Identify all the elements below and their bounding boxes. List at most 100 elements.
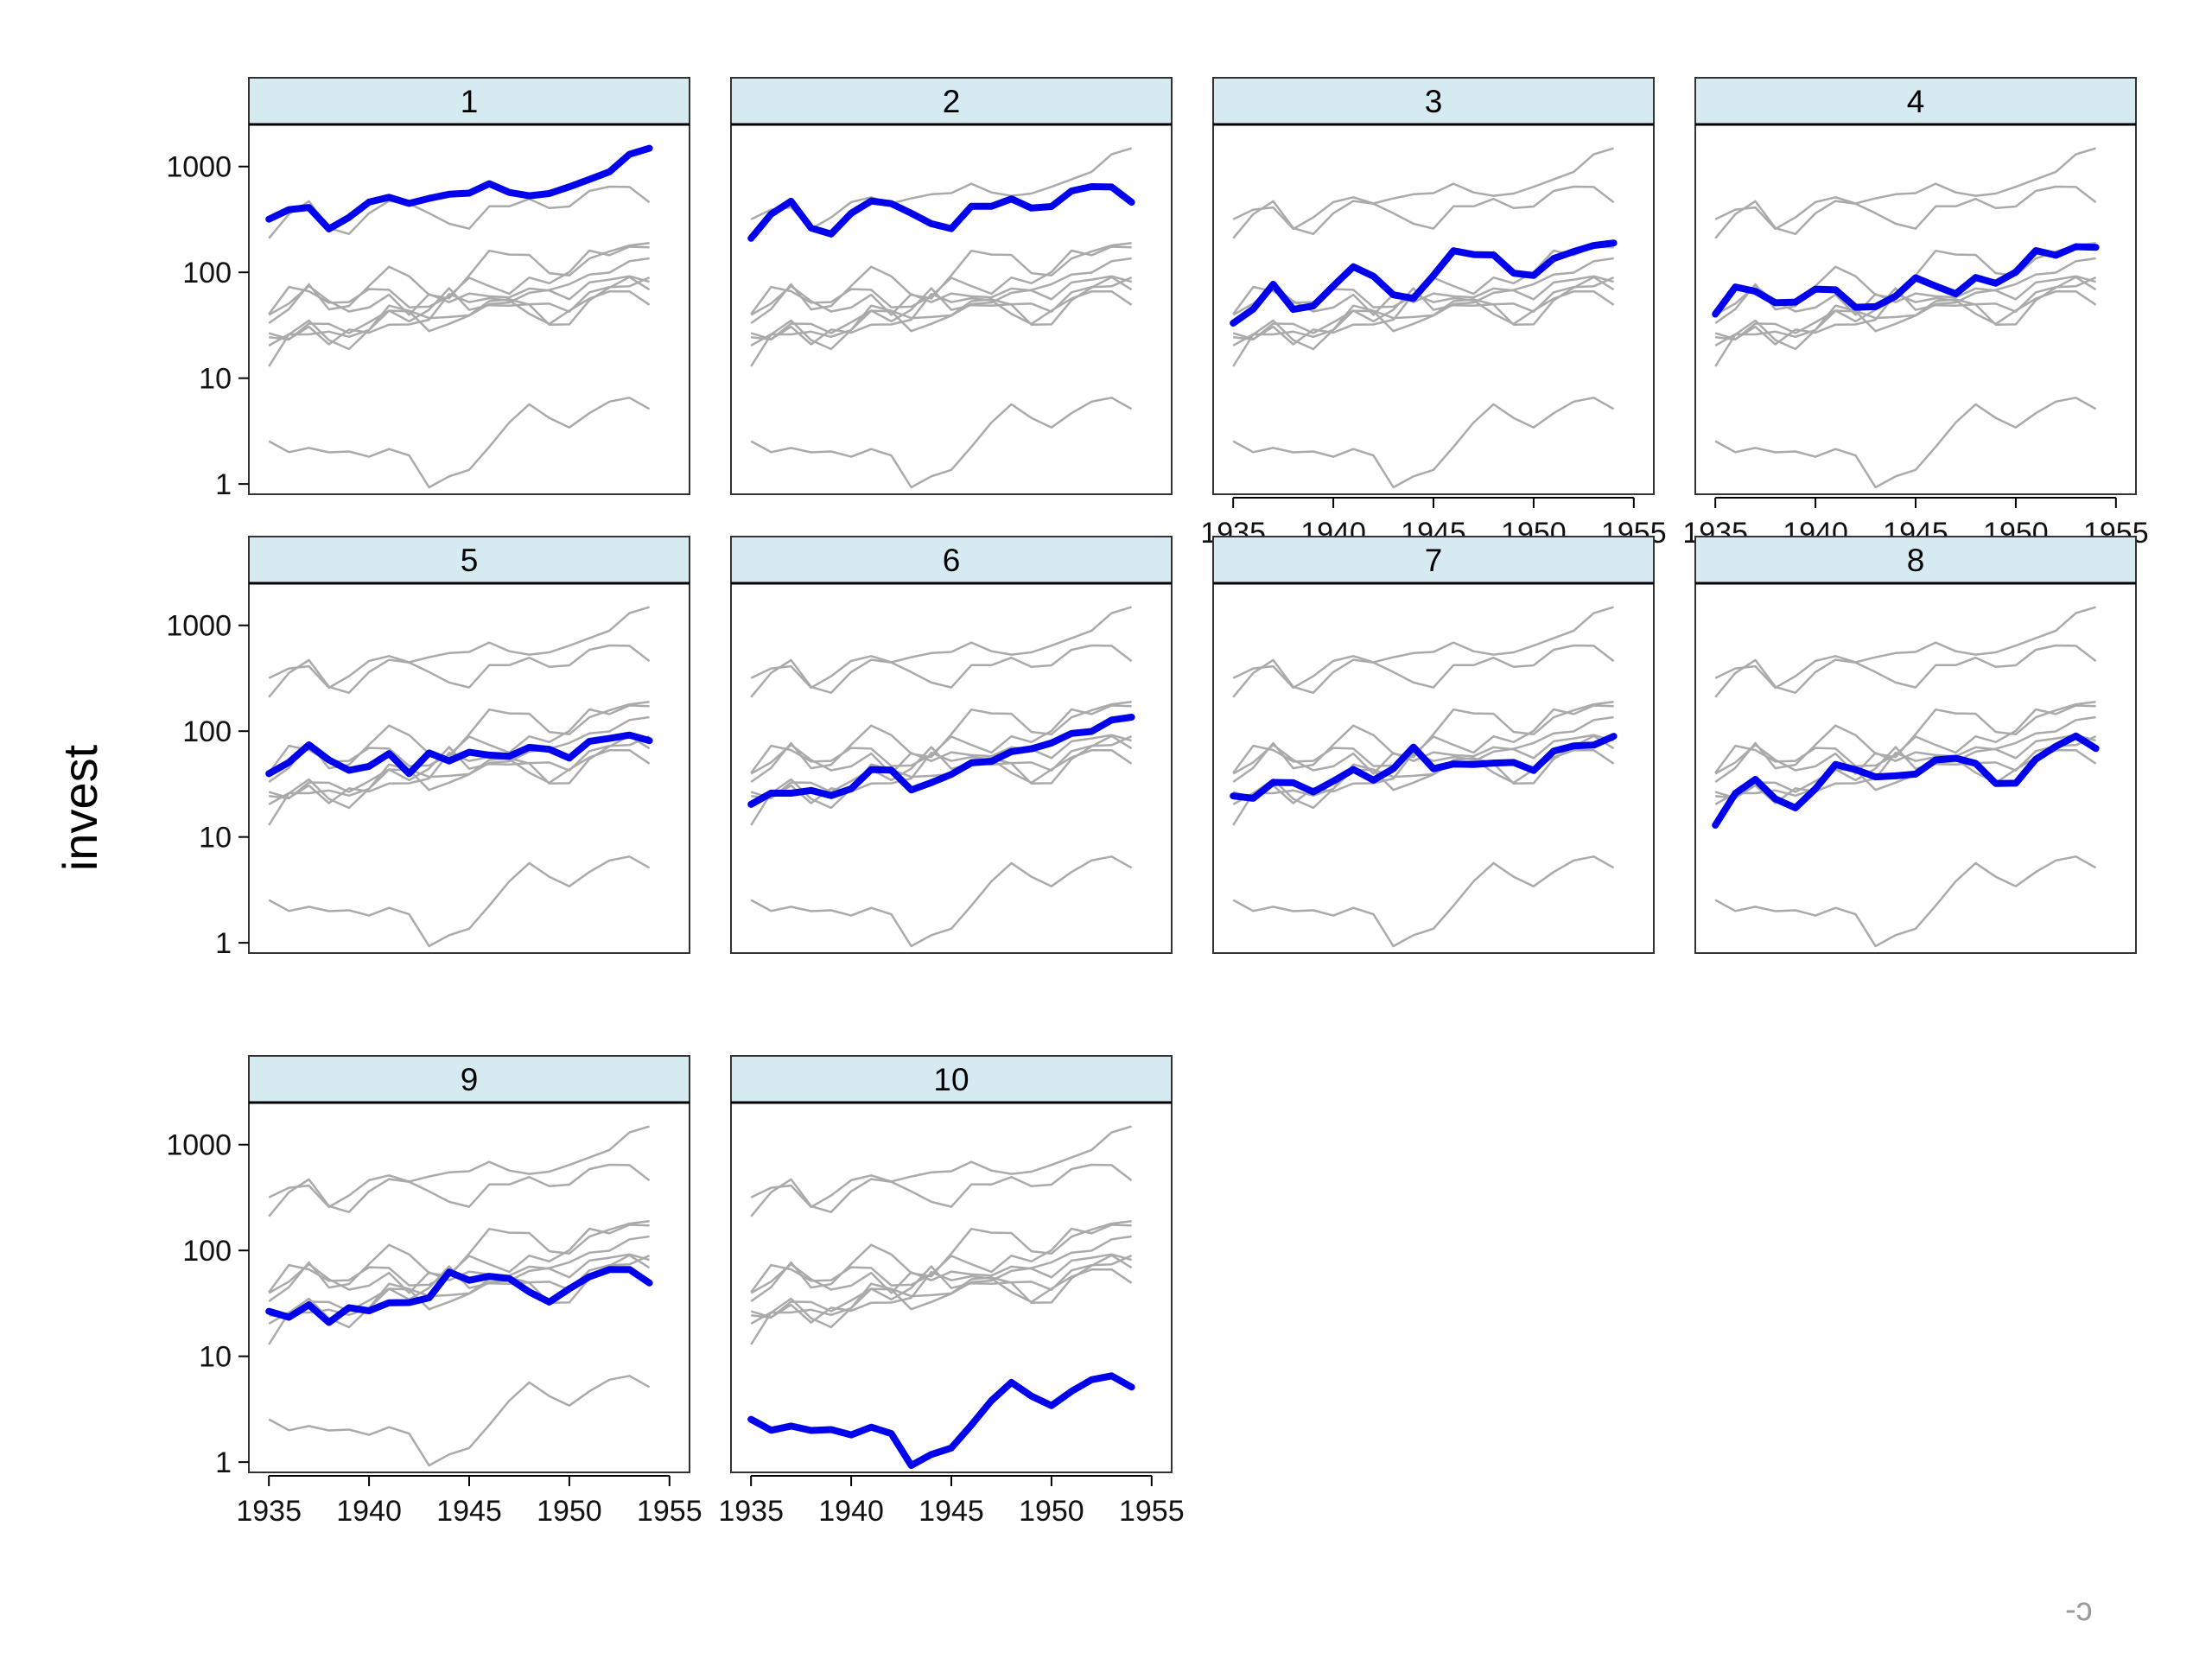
series-line-8-highlight: [1712, 732, 2100, 829]
series-line-6-background: [268, 257, 650, 346]
x-tick-label: 1940: [818, 1495, 884, 1528]
x-tick-label: 1935: [236, 1495, 302, 1528]
series-line-6-background: [1232, 715, 1614, 805]
y-tick-label: 1: [215, 1446, 232, 1479]
x-tick-label: 1955: [637, 1495, 702, 1528]
series-line-5-highlight: [265, 731, 653, 778]
series-line-2-background: [1232, 185, 1615, 239]
y-tick-label: 1000: [166, 610, 232, 643]
x-tick-label: 1955: [1119, 1495, 1185, 1528]
y-tick-label: 10: [199, 363, 232, 396]
series-line-10-background: [1232, 397, 1615, 489]
series-line-6-background: [268, 1235, 650, 1325]
series-line-1-background: [1714, 606, 2096, 690]
series-line-6-background: [750, 1235, 1132, 1325]
series-line-10-background: [1232, 855, 1615, 948]
panel-2: 2: [730, 77, 1173, 495]
series-line-10-background: [268, 397, 651, 489]
y-tick-label: 1000: [166, 1129, 232, 1162]
panel-8: 8: [1694, 536, 2137, 954]
x-tick-label: 1950: [1019, 1495, 1084, 1528]
series-line-9-background: [1232, 289, 1615, 346]
panel-7: 7: [1212, 536, 1655, 954]
series-line-1-background: [1232, 606, 1614, 690]
y-tick-label: 10: [199, 1341, 232, 1374]
series-line-10-background: [268, 855, 651, 948]
series-line-9-background: [750, 289, 1133, 346]
series-line-2-background: [750, 644, 1133, 698]
series-line-10-background: [750, 397, 1133, 489]
panel-strip: [248, 1055, 690, 1103]
y-axis-label: invest: [53, 744, 107, 871]
series-line-2-background: [268, 644, 651, 698]
series-line-6-background: [1714, 715, 2096, 805]
series-line-6-background: [1714, 257, 2096, 346]
panel-6: 6: [730, 536, 1173, 954]
y-tick-label: 1000: [166, 151, 232, 184]
series-line-1-background: [1232, 147, 1614, 231]
series-line-1-background: [268, 606, 650, 690]
panel-strip: [1212, 536, 1655, 584]
series-line-2-background: [268, 1163, 651, 1217]
panel-strip-label: 10: [933, 1062, 969, 1097]
series-line-1-background: [268, 1125, 650, 1209]
series-line-4-highlight: [1712, 243, 2100, 318]
panel-strip: [248, 77, 690, 125]
panel-strip-label: 5: [461, 543, 479, 578]
y-tick-label: 100: [182, 715, 232, 748]
panel-strip: [730, 77, 1173, 125]
x-tick-label: 1950: [537, 1495, 602, 1528]
series-line-9-background: [750, 748, 1133, 804]
series-line-9-background: [1714, 289, 2097, 346]
series-line-2-highlight: [747, 183, 1135, 242]
series-line-2-background: [1232, 644, 1615, 698]
series-line-9-background: [268, 289, 651, 346]
panel-strip-label: 9: [461, 1062, 479, 1097]
panel-strip: [730, 1055, 1173, 1103]
panel-strip-label: 4: [1907, 84, 1925, 119]
series-line-1-background: [1714, 147, 2096, 231]
panel-strip: [1694, 77, 2137, 125]
panel-strip-label: 1: [461, 84, 479, 119]
panel-1: 1 1 10 100 1000: [166, 77, 690, 501]
series-line-1-highlight: [265, 144, 653, 232]
series-line-6-background: [1232, 257, 1614, 346]
y-tick-label: 100: [182, 1235, 232, 1268]
series-line-7-highlight: [1230, 733, 1618, 802]
series-line-6-background: [750, 257, 1132, 346]
series-line-9-background: [750, 1268, 1133, 1324]
series-line-2-background: [1714, 644, 2097, 698]
panel-strip-label: 3: [1425, 84, 1443, 119]
series-line-3-highlight: [1230, 239, 1618, 327]
corner-mark: -ɔ: [2065, 1592, 2093, 1628]
series-line-6-background: [268, 715, 650, 805]
series-line-9-highlight: [265, 1266, 653, 1326]
series-line-2-background: [750, 1163, 1133, 1217]
panel-5: 5 1 10 100 1000: [166, 536, 690, 960]
panel-strip: [1694, 536, 2137, 584]
panel-strip-label: 2: [943, 84, 961, 119]
panel-10: 10 1935 1940 1945 1950 1955: [718, 1055, 1185, 1528]
series-line-6-highlight: [747, 714, 1135, 808]
series-line-10-background: [1714, 855, 2097, 948]
x-tick-label: 1945: [436, 1495, 502, 1528]
x-tick-label: 1940: [336, 1495, 402, 1528]
y-tick-label: 1: [215, 468, 232, 501]
series-line-1-background: [750, 1125, 1132, 1209]
panel-strip: [1212, 77, 1655, 125]
panel-strip-label: 7: [1425, 543, 1443, 578]
panel-strip-label: 6: [943, 543, 961, 578]
x-tick-label: 1935: [718, 1495, 784, 1528]
series-line-10-background: [1714, 397, 2097, 489]
panel-9: 9 1 10 100 1000 1935 1940 1945 1950 1955: [166, 1055, 702, 1528]
y-tick-label: 100: [182, 257, 232, 289]
panel-strip-label: 8: [1907, 543, 1925, 578]
series-line-10-background: [268, 1375, 651, 1467]
series-line-10-background: [750, 855, 1133, 948]
series-line-10-highlight: [747, 1372, 1135, 1469]
y-tick-label: 10: [199, 822, 232, 855]
